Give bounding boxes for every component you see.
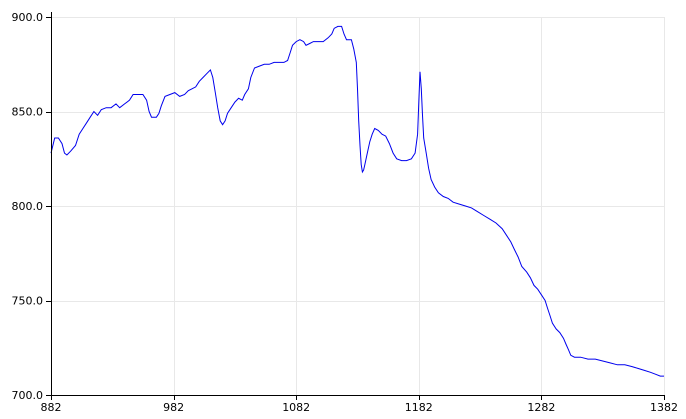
y-tick-label: 800.0: [12, 200, 44, 213]
series-group: [50, 25, 664, 377]
x-tick-label: 882: [41, 401, 62, 414]
y-tick-label: 850.0: [12, 106, 44, 119]
x-tick-label: 1282: [527, 401, 555, 414]
y-tick-label: 750.0: [12, 295, 44, 308]
x-tick-label: 982: [163, 401, 184, 414]
tick-marks: [46, 17, 665, 400]
y-tick-label: 700.0: [12, 389, 44, 402]
x-tick-label: 1182: [405, 401, 433, 414]
x-tick-labels: 882 982 1082 1182 1282 1382: [41, 401, 679, 414]
x-tick-label: 1382: [650, 401, 678, 414]
x-tick-label: 1082: [282, 401, 310, 414]
series-line: [50, 25, 664, 377]
y-tick-label: 900.0: [12, 11, 44, 24]
y-tick-labels: 700.0 750.0 800.0 850.0 900.0: [12, 11, 44, 402]
